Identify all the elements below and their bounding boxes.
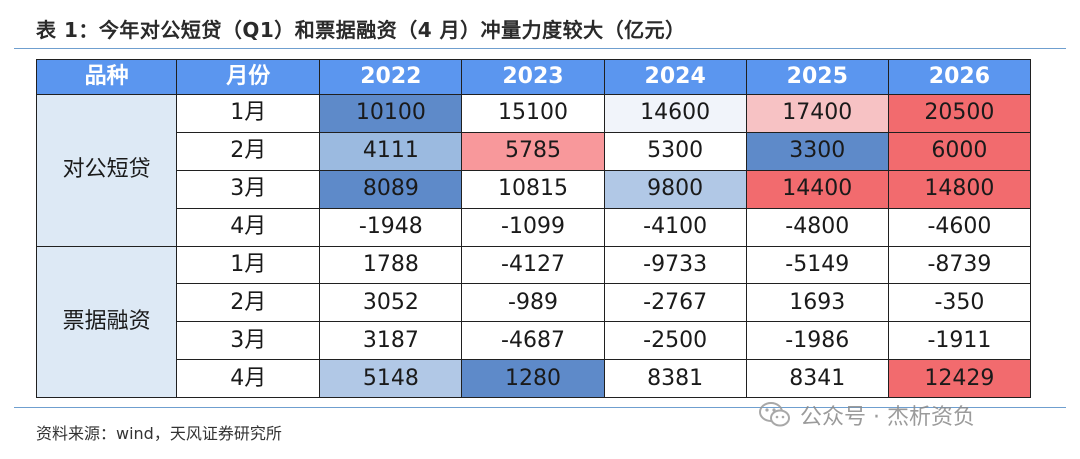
value-cell: 20500 (887, 94, 1032, 133)
value-cell: 1788 (319, 245, 463, 285)
value-cell: 3300 (745, 131, 889, 171)
value-cell: -4600 (887, 207, 1032, 247)
table-row: 4月 -1948 -1099 -4100 -4800 -4600 (37, 207, 1032, 247)
data-table: 品种 月份 2022 2023 2024 2025 2026 对公短贷 1月 101… (35, 59, 1032, 398)
month-cell: 1月 (176, 245, 321, 285)
value-cell: -4687 (461, 321, 605, 361)
value-cell: -2767 (603, 283, 747, 323)
header-month: 月份 (176, 59, 321, 95)
table-body: 对公短贷 1月 10100 15100 14600 17400 20500 2月 4111 578… (35, 94, 1032, 398)
value-cell: 14600 (603, 94, 747, 133)
table-title: 表 1：今年对公短贷（Q1）和票据融资（4 月）冲量力度较大（亿元） (36, 18, 686, 42)
value-cell: 1280 (461, 359, 605, 398)
month-cell: 2月 (176, 131, 321, 171)
value-cell: 8341 (745, 359, 889, 398)
watermark-text: 公众号 · 杰析资负 (800, 405, 975, 430)
source-note: 资料来源：wind，天风证券研究所 (36, 424, 282, 443)
value-cell: 5300 (603, 131, 747, 171)
table-row: 2月 3052 -989 -2767 1693 -350 (37, 283, 1032, 323)
month-cell: 1月 (176, 94, 321, 133)
header-year: 2025 (745, 59, 889, 95)
value-cell: 17400 (745, 94, 889, 133)
value-cell: 3052 (319, 283, 463, 323)
value-cell: -2500 (603, 321, 747, 361)
value-cell: 14800 (887, 169, 1032, 209)
month-cell: 4月 (176, 359, 321, 398)
header-year: 2026 (887, 59, 1032, 95)
table-row: 对公短贷 1月 10100 15100 14600 17400 20500 (35, 94, 1032, 247)
value-cell: 14400 (745, 169, 889, 209)
value-cell: 3187 (319, 321, 463, 361)
header-year: 2023 (461, 59, 605, 95)
value-cell: 1693 (745, 283, 889, 323)
category-cell: 票据融资 (35, 245, 178, 398)
table-row: 2月 4111 5785 5300 3300 6000 (37, 131, 1032, 171)
value-cell: -8739 (887, 245, 1032, 285)
value-cell: 8381 (603, 359, 747, 398)
header-category: 品种 (35, 59, 178, 95)
table-row: 票据融资 1月 1788 -4127 -9733 -5149 -8739 (35, 245, 1032, 398)
value-cell: 10100 (319, 94, 463, 133)
value-cell: 12429 (887, 359, 1032, 398)
value-cell: 4111 (319, 131, 463, 171)
value-cell: -9733 (603, 245, 747, 285)
top-rule (14, 48, 1066, 49)
value-cell: 8089 (319, 169, 463, 209)
month-cell: 4月 (176, 207, 321, 247)
value-cell: -1099 (461, 207, 605, 247)
value-cell: 6000 (887, 131, 1032, 171)
table-row: 3月 8089 10815 9800 14400 14800 (37, 169, 1032, 209)
value-cell: -5149 (745, 245, 889, 285)
value-cell: -1986 (745, 321, 889, 361)
bottom-rule (14, 407, 1066, 408)
value-cell: -1948 (319, 207, 463, 247)
value-cell: -4127 (461, 245, 605, 285)
table-row: 4月 5148 1280 8381 8341 12429 (37, 359, 1032, 398)
month-cell: 3月 (176, 321, 321, 361)
value-cell: -1911 (887, 321, 1032, 361)
month-cell: 2月 (176, 283, 321, 323)
data-table-container: 品种 月份 2022 2023 2024 2025 2026 对公短贷 1月 101… (35, 59, 1032, 398)
header-year: 2024 (603, 59, 747, 95)
header-row: 品种 月份 2022 2023 2024 2025 2026 (35, 59, 1032, 95)
watermark: 公众号 · 杰析资负 (758, 400, 975, 430)
value-cell: 15100 (461, 94, 605, 133)
value-cell: 10815 (461, 169, 605, 209)
wechat-icon (759, 402, 790, 427)
month-cell: 3月 (176, 169, 321, 209)
category-cell: 对公短贷 (35, 94, 178, 247)
header-year: 2022 (319, 59, 463, 95)
value-cell: 5148 (319, 359, 463, 398)
value-cell: -4800 (745, 207, 889, 247)
value-cell: 9800 (603, 169, 747, 209)
value-cell: 5785 (461, 131, 605, 171)
value-cell: -350 (887, 283, 1032, 323)
value-cell: -989 (461, 283, 605, 323)
table-row: 3月 3187 -4687 -2500 -1986 -1911 (37, 321, 1032, 361)
value-cell: -4100 (603, 207, 747, 247)
